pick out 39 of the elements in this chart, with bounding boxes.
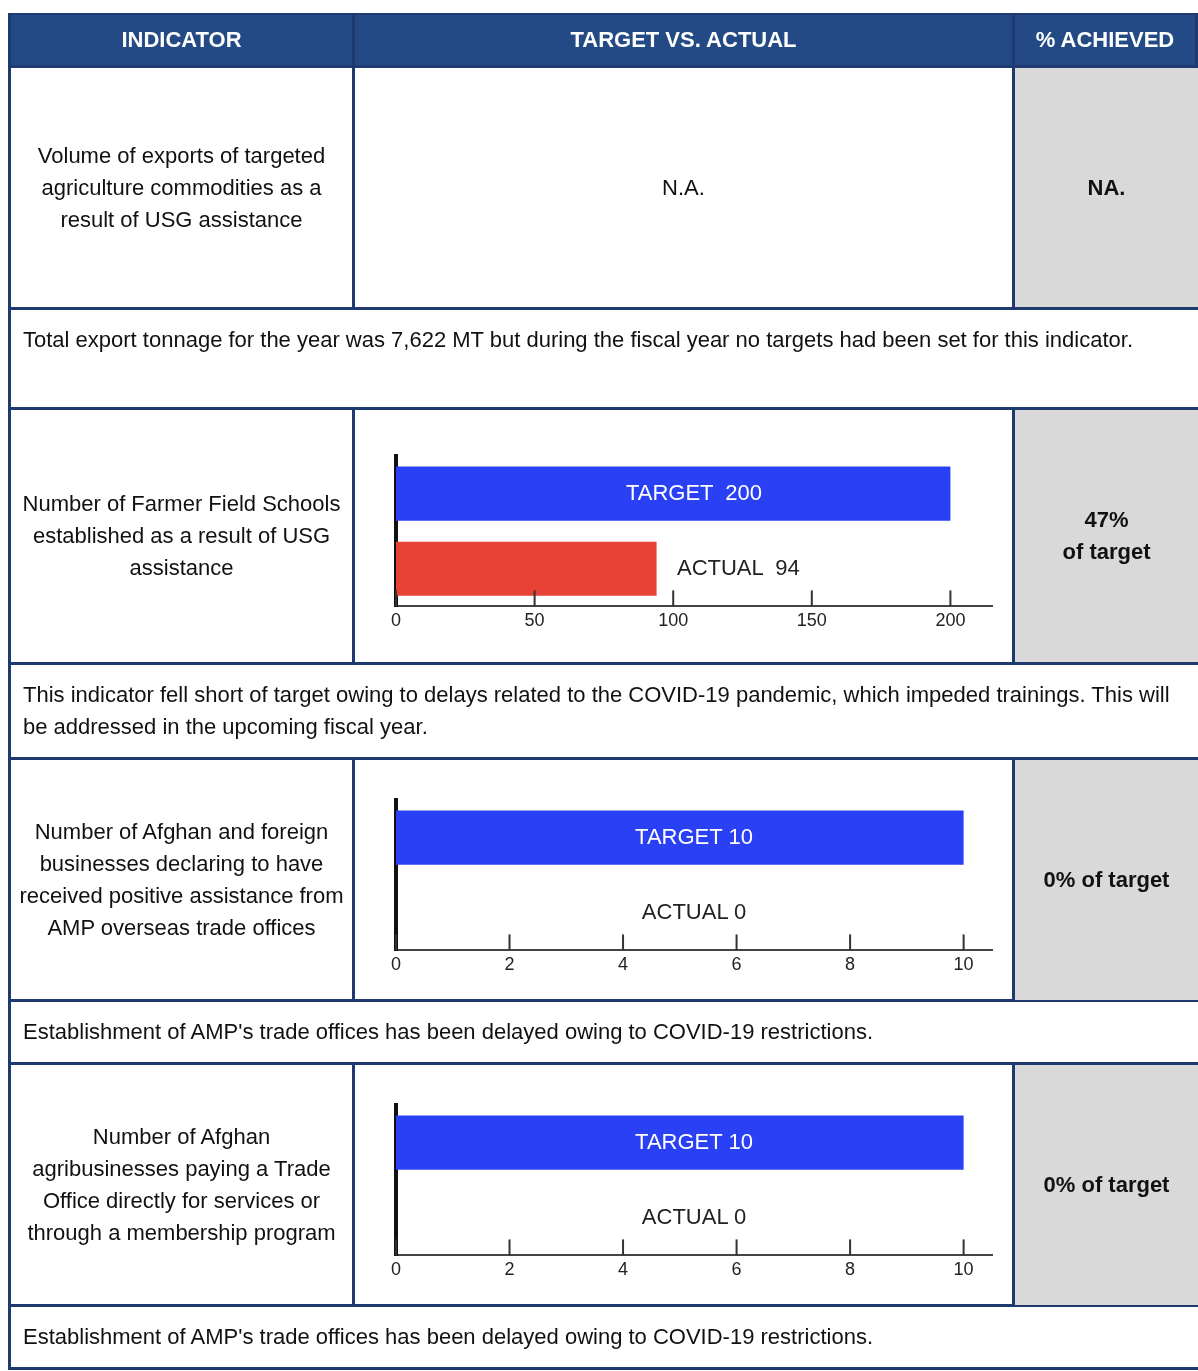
data-label: ACTUAL 0 [641, 898, 746, 924]
text: 47% of target [1015, 410, 1198, 662]
data-label: ACTUAL 94 [676, 554, 800, 580]
x-tick-label: 150 [796, 610, 827, 631]
x-tick-label: 2 [504, 1259, 515, 1280]
text: N.A. [355, 68, 1015, 307]
x-tick-label: 0 [390, 1259, 401, 1280]
text: TARGET VS. ACTUAL [355, 15, 1015, 65]
x-tick-label: 4 [617, 954, 628, 975]
text: Number of Afghan agribusinesses paying a Trade Office directly for services or through a membership program [11, 1065, 355, 1305]
text: 0% of target [1015, 1065, 1198, 1305]
x-tick-label: 4 [617, 1259, 628, 1280]
x-tick-label: 6 [731, 1259, 742, 1280]
x-tick-label: 100 [657, 610, 688, 631]
data-label: TARGET 200 [625, 479, 762, 505]
data-label: TARGET 10 [634, 1128, 753, 1154]
text: % ACHIEVED [1015, 15, 1198, 65]
data-label: ACTUAL 0 [641, 1203, 746, 1229]
x-tick-label: 2 [504, 954, 515, 975]
x-tick-label: 0 [390, 954, 401, 975]
text: Establishment of AMP's trade offices has been delayed owing to COVID-19 restrictions. [11, 1002, 1198, 1065]
text: Number of Afghan and foreign businesses declaring to have received positive assistance from AMP overseas trade offices [11, 760, 355, 1000]
text: 0% of target [1015, 760, 1198, 1000]
x-tick-label: 6 [731, 954, 742, 975]
x-tick-label: 10 [953, 954, 974, 975]
text: This indicator fell short of target owing to delays related to the COVID-19 pandemic, which impeded trainings. This will be addressed in the upcoming fiscal year. [11, 665, 1198, 760]
text: Volume of exports of targeted agriculture commodities as a result of USG assistance [11, 68, 355, 307]
x-tick-label: 0 [390, 610, 401, 631]
x-tick-label: 200 [934, 610, 965, 631]
x-tick-label: 8 [844, 954, 855, 975]
text: Number of Farmer Field Schools established as a result of USG assistance [11, 410, 355, 662]
x-tick-label: 10 [953, 1259, 974, 1280]
x-tick-label: 8 [844, 1259, 855, 1280]
text: INDICATOR [11, 15, 355, 65]
text: NA. [1015, 68, 1198, 307]
text: Establishment of AMP's trade offices has been delayed owing to COVID-19 restrictions. [11, 1307, 1198, 1370]
text: Total export tonnage for the year was 7,622 MT but during the fiscal year no targets had been set for this indicator. [11, 310, 1198, 410]
x-tick-label: 50 [524, 610, 545, 631]
data-label: TARGET 10 [634, 823, 753, 849]
